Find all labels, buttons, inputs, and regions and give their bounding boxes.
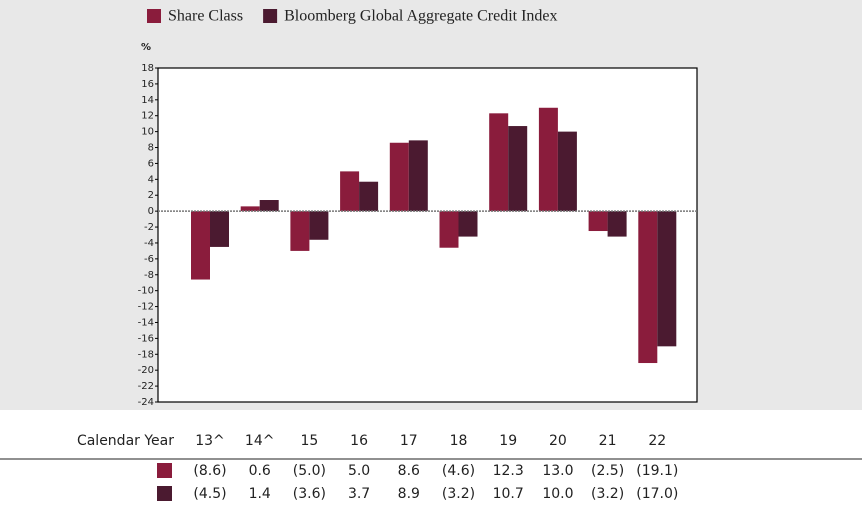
y-tick-label: -14 <box>138 317 154 328</box>
column-label: 16 <box>350 433 368 449</box>
y-tick-label: -16 <box>138 333 154 344</box>
legend-label: Share Class <box>168 8 243 25</box>
table-value: 10.7 <box>493 486 524 502</box>
y-tick-label: 2 <box>148 190 154 201</box>
column-label: 14^ <box>245 433 275 449</box>
column-label: 21 <box>599 433 617 449</box>
column-label: 15 <box>300 433 318 449</box>
bar <box>309 211 329 240</box>
table-value: (5.0) <box>293 463 326 479</box>
legend-swatch <box>147 9 161 23</box>
y-tick-label: 10 <box>141 127 154 138</box>
y-tick-label: -2 <box>144 222 154 233</box>
y-tick-label: 12 <box>141 111 154 122</box>
table-value: (4.6) <box>442 463 475 479</box>
column-label: 13^ <box>195 433 225 449</box>
legend-label: Bloomberg Global Aggregate Credit Index <box>284 8 557 25</box>
table-swatch <box>157 486 172 501</box>
table-value: 8.6 <box>398 463 420 479</box>
table-value: (3.2) <box>442 486 475 502</box>
bar <box>408 140 428 212</box>
bar <box>340 171 360 212</box>
bar <box>657 211 677 347</box>
bar <box>359 181 379 212</box>
table-value: (8.6) <box>193 463 226 479</box>
y-tick-label: 0 <box>148 206 154 217</box>
table-header: Calendar Year <box>77 433 174 449</box>
y-axis-label: % <box>141 42 151 53</box>
table-value: (2.5) <box>591 463 624 479</box>
column-label: 22 <box>648 433 666 449</box>
y-tick-label: 16 <box>141 79 154 90</box>
y-tick-label: -10 <box>138 286 154 297</box>
legend-swatch <box>263 9 278 23</box>
table-value: 8.9 <box>398 486 420 502</box>
y-tick-label: 8 <box>148 143 154 154</box>
table-value: 13.0 <box>542 463 573 479</box>
column-label: 20 <box>549 433 567 449</box>
bar <box>389 142 409 212</box>
table-value: 1.4 <box>249 486 271 502</box>
table-value: (3.6) <box>293 486 326 502</box>
bar <box>439 211 459 248</box>
bar <box>638 211 658 364</box>
bar <box>290 211 310 251</box>
table-value: (3.2) <box>591 486 624 502</box>
table-value: 12.3 <box>493 463 524 479</box>
bar <box>508 126 528 212</box>
y-tick-label: -6 <box>144 254 154 265</box>
bar <box>607 211 627 237</box>
bar <box>191 211 210 280</box>
column-label: 17 <box>400 433 418 449</box>
y-tick-label: -22 <box>138 381 154 392</box>
table-swatch <box>157 463 172 478</box>
y-tick-label: -20 <box>138 365 154 376</box>
bar <box>210 211 229 247</box>
y-tick-label: 4 <box>148 174 154 185</box>
y-tick-label: 18 <box>141 63 154 74</box>
column-label: 19 <box>499 433 517 449</box>
bar <box>458 211 478 237</box>
table-value: (19.1) <box>636 463 678 479</box>
bar <box>538 107 558 212</box>
y-tick-label: -12 <box>138 302 154 313</box>
table-value: 3.7 <box>348 486 370 502</box>
y-tick-label: -4 <box>144 238 154 249</box>
table-value: (4.5) <box>193 486 226 502</box>
y-tick-label: 6 <box>148 158 154 169</box>
table-value: (17.0) <box>636 486 678 502</box>
plot-area <box>157 67 698 403</box>
bar <box>557 131 577 212</box>
table-value: 0.6 <box>249 463 271 479</box>
y-tick-label: -8 <box>144 270 154 281</box>
bar <box>588 211 608 232</box>
table-value: 5.0 <box>348 463 370 479</box>
table-value: 10.0 <box>542 486 573 502</box>
y-tick-label: -18 <box>138 349 154 360</box>
bar <box>240 206 260 212</box>
y-tick-label: -24 <box>138 397 154 408</box>
bar <box>489 113 509 212</box>
column-label: 18 <box>450 433 468 449</box>
bar <box>259 200 279 212</box>
y-tick-label: 14 <box>141 95 154 106</box>
